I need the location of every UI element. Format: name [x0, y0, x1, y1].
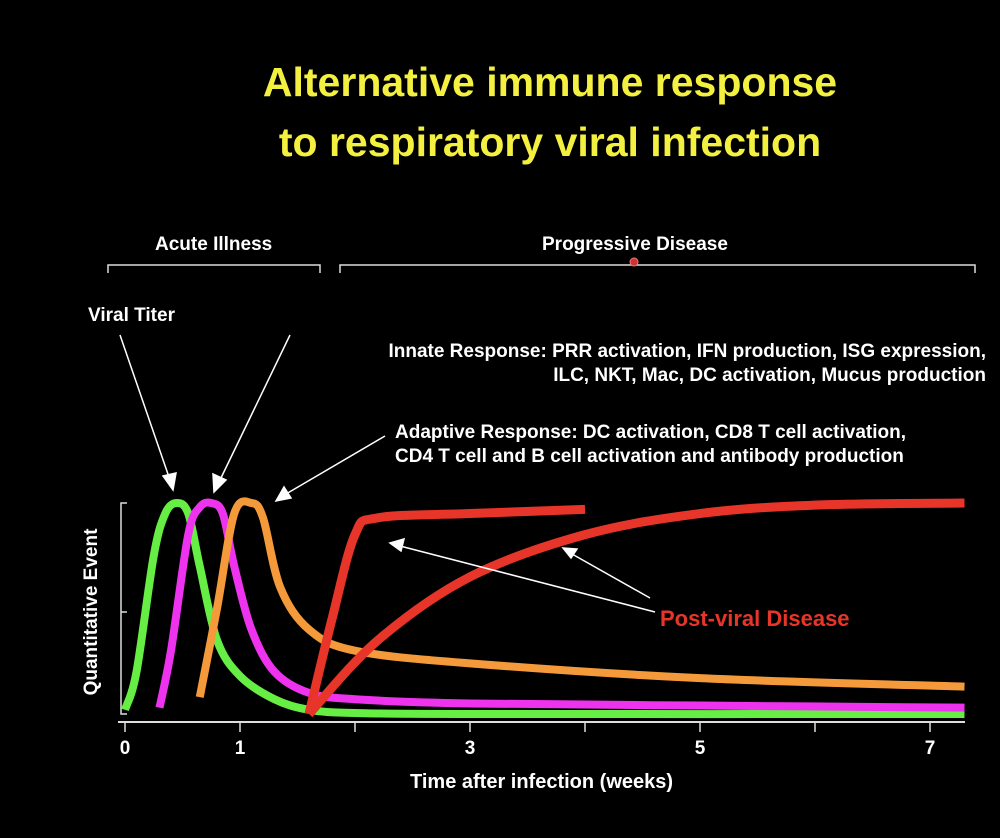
x-tick-label: 3 — [465, 738, 476, 759]
arrow-innate — [219, 334, 291, 481]
phase-label-progressive: Progressive Disease — [542, 234, 728, 255]
x-axis-label: Time after infection (weeks) — [410, 771, 674, 793]
x-tick-label: 7 — [925, 738, 936, 759]
arrowhead — [274, 485, 293, 503]
series-line-innate-response — [155, 498, 965, 712]
post-viral-label: Post-viral Disease — [660, 606, 850, 631]
viral-titer-label: Viral Titer — [88, 305, 175, 326]
innate-label: Innate Response: PRR activation, IFN pro… — [388, 340, 986, 388]
arrowhead — [161, 472, 177, 492]
title-line: Alternative immune response — [262, 59, 838, 105]
series-line-adaptive-response — [195, 497, 965, 698]
arrowhead — [212, 472, 228, 494]
arrow-post-viral-2 — [571, 553, 651, 599]
bracket-acute — [107, 264, 321, 273]
innate-line: Innate Response: PRR activation, IFN pro… — [388, 341, 986, 362]
series-line-post-viral-disease — [304, 504, 586, 716]
y-axis — [120, 502, 127, 715]
arrow-adaptive — [285, 435, 386, 495]
series-line-viral-titer — [121, 498, 965, 719]
x-tick-label: 1 — [235, 738, 246, 759]
slide-title: Alternative immune response to respirato… — [0, 52, 1000, 172]
innate-line: ILC, NKT, Mac, DC activation, Mucus prod… — [553, 365, 986, 386]
adaptive-line: Adaptive Response: DC activation, CD8 T … — [395, 422, 907, 443]
arrow-post-viral-1 — [399, 545, 656, 613]
adaptive-line: CD4 T cell and B cell activation and ant… — [395, 446, 904, 467]
arrowhead — [388, 537, 406, 553]
arrow-viral-titer — [119, 334, 171, 481]
arrowhead — [561, 547, 579, 560]
x-tick-label: 5 — [695, 738, 706, 759]
adaptive-label: Adaptive Response: DC activation, CD8 T … — [395, 421, 906, 469]
cursor-dot — [629, 257, 639, 267]
phase-label-acute: Acute Illness — [155, 234, 273, 255]
bracket-progressive — [339, 264, 976, 273]
x-tick-label: 0 — [120, 738, 131, 759]
title-line: to respiratory viral infection — [278, 119, 822, 165]
series-line-post-viral-disease — [305, 498, 965, 718]
